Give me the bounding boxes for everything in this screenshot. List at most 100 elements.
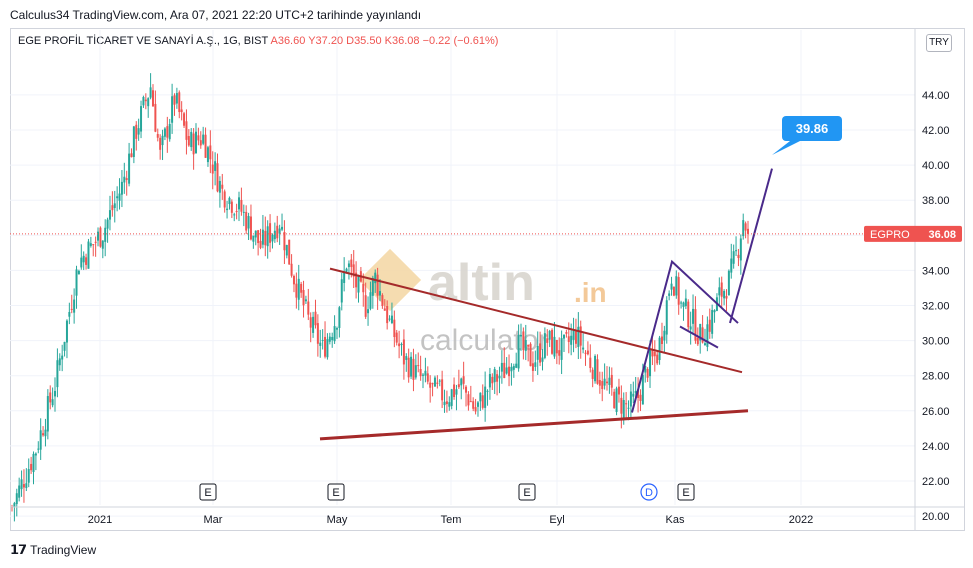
candle-body: [696, 337, 699, 345]
candle-body: [192, 133, 195, 155]
candle-body: [498, 375, 501, 379]
last-price-value: 36.08: [928, 229, 956, 241]
candle-body: [441, 379, 444, 401]
candle-body: [42, 433, 45, 436]
candle-body: [469, 401, 472, 403]
candle-body: [531, 363, 534, 371]
candle-body: [644, 366, 647, 373]
candle-body: [209, 145, 212, 160]
candle-body: [211, 164, 214, 174]
candle-body: [410, 356, 413, 377]
candle-body: [747, 228, 749, 234]
candle-body: [108, 210, 111, 220]
candle-body: [453, 384, 456, 398]
candle-body: [58, 358, 61, 366]
candle-body: [128, 153, 131, 184]
candle-body: [426, 373, 429, 382]
candle-body: [70, 308, 73, 310]
target-price-callout: [782, 116, 842, 141]
earnings-marker-label: E: [523, 487, 530, 499]
candle-body: [173, 95, 176, 105]
candle-body: [660, 336, 663, 345]
candle-body: [300, 283, 303, 293]
candle-body: [295, 283, 298, 298]
candle-body: [27, 469, 30, 483]
price-labels: EGPRO 36.08 39.86: [772, 116, 962, 242]
currency-badge[interactable]: TRY: [926, 34, 952, 52]
candle-body: [82, 255, 85, 263]
candle-body: [689, 326, 692, 330]
candle-body: [22, 484, 25, 488]
candle-body: [123, 176, 126, 183]
candle-body: [206, 147, 209, 163]
dividend-marker-label: D: [645, 487, 653, 499]
candle-body: [87, 241, 90, 269]
candle-body: [720, 282, 723, 297]
candle-body: [163, 128, 166, 137]
candle-body: [352, 264, 355, 277]
x-tick-label: Eyl: [549, 514, 564, 526]
candle-body: [658, 337, 661, 361]
candle-body: [563, 334, 565, 339]
candle-body: [395, 332, 398, 343]
candle-body: [479, 392, 482, 402]
price-axis: 44.0042.0040.0038.0036.0034.0032.0030.00…: [10, 28, 965, 531]
candle-body: [668, 293, 671, 296]
candle-body: [266, 226, 269, 247]
candle-body: [362, 283, 365, 293]
candle-body: [579, 326, 582, 346]
candle-body: [369, 292, 372, 309]
candle-body: [601, 381, 604, 390]
candle-body: [407, 357, 410, 378]
candle-body: [677, 277, 680, 305]
candle-body: [476, 402, 479, 407]
candle-body: [218, 180, 221, 193]
candle-body: [522, 331, 525, 351]
candle-body: [617, 386, 620, 395]
candle-body: [505, 367, 508, 374]
candle-body: [560, 338, 563, 360]
candle-body: [376, 274, 379, 296]
candle-body: [462, 376, 465, 384]
candle-body: [591, 369, 594, 379]
candle-body: [555, 339, 558, 354]
chart-frame: [10, 28, 965, 531]
candle-body: [290, 263, 293, 276]
earnings-marker-icon: [327, 483, 345, 501]
candle-body: [699, 323, 702, 341]
candle-body: [582, 347, 585, 350]
symbol-name: EGE PROFİL TİCARET VE SANAYİ A.Ş., 1G, B…: [18, 35, 269, 47]
candle-body: [61, 355, 64, 360]
candle-body: [216, 163, 219, 192]
candle-body: [89, 243, 92, 246]
candle-body: [271, 234, 274, 242]
x-tick-label: 2022: [789, 514, 813, 526]
candle-body: [620, 397, 623, 414]
candle-body: [577, 326, 580, 347]
candle-body: [388, 318, 391, 320]
candle-body: [254, 230, 257, 238]
candle-body: [25, 483, 28, 489]
candle-body: [13, 503, 16, 508]
candle-body: [159, 137, 162, 150]
candle-body: [285, 245, 288, 256]
candle-body: [732, 251, 735, 264]
watermark-tld: .in: [574, 277, 607, 308]
candle-body: [302, 290, 305, 306]
candle-body: [381, 295, 384, 307]
x-tick-label: Mar: [204, 514, 223, 526]
candle-body: [634, 390, 637, 394]
candle-body: [278, 228, 281, 234]
footer-brand[interactable]: 𝟭𝟳 TradingView: [10, 542, 96, 558]
candle-body: [400, 343, 403, 345]
candle-body: [104, 227, 107, 242]
candle-body: [629, 391, 632, 407]
candle-body: [180, 109, 183, 113]
candle-body: [565, 332, 568, 334]
candle-body: [190, 131, 193, 148]
candle-body: [551, 329, 554, 354]
candle-body: [450, 389, 453, 406]
candle-body: [328, 336, 331, 342]
candle-body: [34, 453, 37, 456]
watermark-logo-icon: [358, 248, 422, 312]
